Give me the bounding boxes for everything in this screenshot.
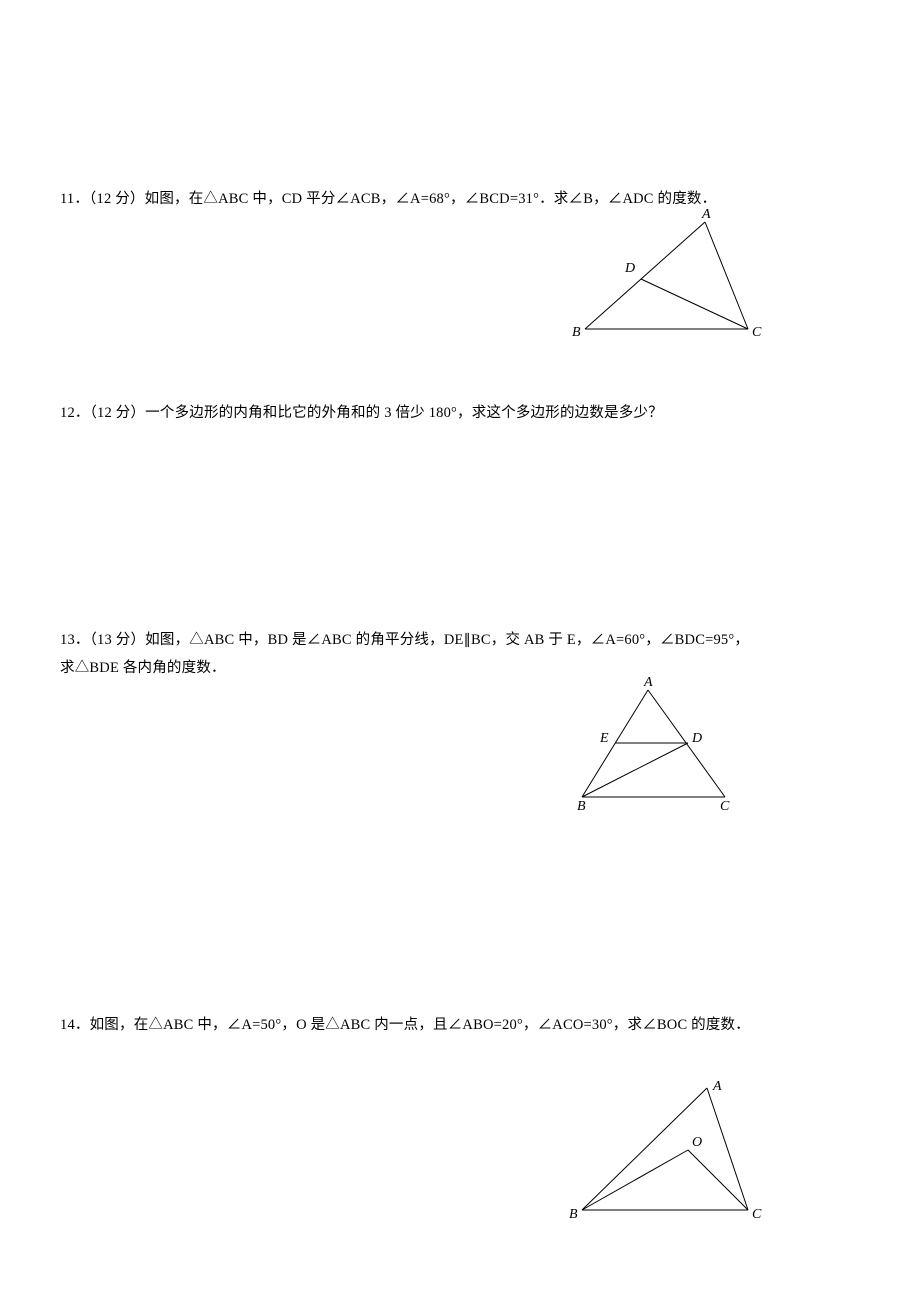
problem-12-text: 12．（12 分）一个多边形的内角和比它的外角和的 3 倍少 180°，求这个多… — [60, 400, 860, 428]
problem-11: 11．（12 分）如图，在△ABC 中，CD 平分∠ACB，∠A=68°，∠BC… — [60, 186, 860, 344]
problem-13-figure: ABCED — [570, 682, 740, 812]
problem-13-figure-wrap: ABCED — [60, 682, 860, 812]
svg-text:C: C — [720, 799, 730, 814]
svg-text:D: D — [624, 261, 635, 276]
problem-14-figure-wrap: A B C O — [60, 1080, 860, 1225]
spacer — [60, 427, 860, 627]
svg-text:A: A — [712, 1079, 722, 1094]
svg-text:E: E — [599, 731, 609, 746]
problem-11-figure-wrap: ABCD — [60, 214, 860, 344]
svg-text:C: C — [752, 325, 762, 340]
problem-14: 14．如图，在△ABC 中，∠A=50°，O 是△ABC 内一点，且∠ABO=2… — [60, 1012, 860, 1225]
spacer — [60, 812, 860, 1012]
problem-12: 12．（12 分）一个多边形的内角和比它的外角和的 3 倍少 180°，求这个多… — [60, 400, 860, 428]
problem-13-text-line2: 求△BDE 各内角的度数． — [60, 655, 860, 683]
svg-text:A: A — [643, 675, 653, 690]
svg-text:A: A — [701, 207, 711, 222]
svg-text:D: D — [691, 731, 702, 746]
problem-11-figure: ABCD — [570, 214, 760, 344]
problem-14-text: 14．如图，在△ABC 中，∠A=50°，O 是△ABC 内一点，且∠ABO=2… — [60, 1012, 860, 1040]
svg-text:O: O — [692, 1135, 702, 1150]
svg-text:B: B — [569, 1207, 578, 1222]
problem-14-figure: A B C O — [570, 1080, 760, 1225]
spacer — [60, 344, 860, 400]
problem-13-text-line1: 13．（13 分）如图，△ABC 中，BD 是∠ABC 的角平分线，DE∥BC，… — [60, 627, 860, 655]
svg-text:C: C — [752, 1207, 762, 1222]
spacer — [60, 1040, 860, 1080]
problem-13: 13．（13 分）如图，△ABC 中，BD 是∠ABC 的角平分线，DE∥BC，… — [60, 627, 860, 812]
problem-11-text: 11．（12 分）如图，在△ABC 中，CD 平分∠ACB，∠A=68°，∠BC… — [60, 186, 860, 214]
svg-text:B: B — [577, 799, 586, 814]
svg-text:B: B — [572, 325, 581, 340]
